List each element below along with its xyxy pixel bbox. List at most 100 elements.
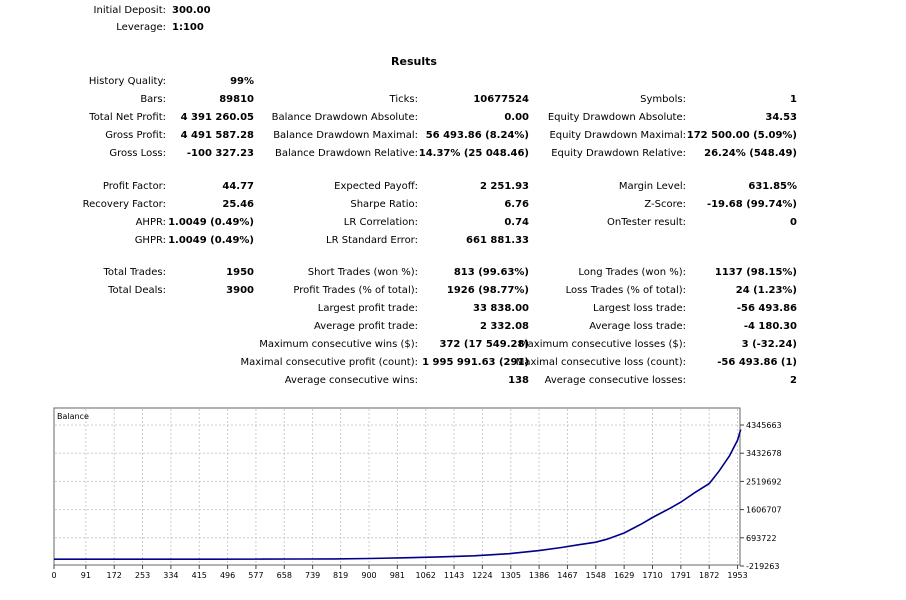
x-tick-label: 900	[361, 571, 376, 580]
x-tick-label: 253	[135, 571, 150, 580]
chart-grid	[55, 409, 739, 564]
stat-value: 1.0049 (0.49%)	[168, 235, 254, 246]
stat-value: 2 251.93	[479, 181, 529, 192]
stat-label: Gross Loss:	[109, 148, 166, 159]
x-tick-label: 658	[277, 571, 292, 580]
stat-label: Profit Factor:	[102, 181, 166, 192]
stat-value: -56 493.86	[736, 303, 797, 314]
y-axis-ticks: 4345663 3432678 2519692 1606707 693722 -21926…	[740, 421, 782, 571]
x-tick-label: 1143	[444, 571, 464, 580]
stat-value: 138	[508, 375, 529, 386]
stat-label: Long Trades (won %):	[578, 267, 686, 278]
x-tick-label: 1386	[529, 571, 549, 580]
x-tick-label: 0	[51, 571, 56, 580]
stat-label: Z-Score:	[644, 199, 686, 210]
x-tick-label: 1305	[501, 571, 521, 580]
stat-label: Equity Drawdown Absolute:	[547, 112, 686, 123]
stat-label: Short Trades (won %):	[307, 267, 418, 278]
stat-value: 26.24% (548.49)	[704, 148, 797, 159]
stat-label: Maximum consecutive losses ($):	[519, 339, 686, 350]
stat-label: AHPR:	[135, 217, 166, 228]
stat-label: Expected Payoff:	[334, 181, 418, 192]
stat-label: Balance Drawdown Absolute:	[271, 112, 418, 123]
stat-label: GHPR:	[134, 235, 166, 246]
stat-value: 1926 (98.77%)	[446, 285, 529, 296]
balance-series-line	[54, 429, 742, 561]
stat-value: 0.00	[504, 112, 529, 123]
stat-label: Balance Drawdown Relative:	[274, 148, 418, 159]
stat-label: Average consecutive losses:	[544, 375, 686, 386]
stat-value: 813 (99.63%)	[453, 267, 529, 278]
x-tick-label: 1710	[642, 571, 662, 580]
y-tick-label: 2519692	[746, 477, 782, 486]
stat-value: 631.85%	[748, 181, 797, 192]
chart-title: Balance	[57, 412, 89, 421]
x-axis-ticks: 0 91 172 253 334 415 496 577 658 739 819 900 981 1062…	[51, 565, 748, 580]
x-tick-label: 1629	[614, 571, 634, 580]
y-tick-label: 4345663	[746, 421, 782, 430]
x-tick-label: 1872	[699, 571, 719, 580]
stat-value: 34.53	[765, 112, 797, 123]
stat-value: 1950	[226, 267, 254, 278]
stat-value: 10677524	[473, 94, 529, 105]
stat-label: Profit Trades (% of total):	[293, 285, 418, 296]
x-tick-label: 819	[333, 571, 348, 580]
stat-label: OnTester result:	[606, 217, 686, 228]
stat-value: 3900	[226, 285, 254, 296]
stat-value: 56 493.86 (8.24%)	[425, 130, 529, 141]
x-tick-label: 334	[163, 571, 178, 580]
x-tick-label: 577	[248, 571, 263, 580]
stat-value: 2 332.08	[479, 321, 529, 332]
x-tick-label: 415	[192, 571, 207, 580]
x-tick-label: 1224	[472, 571, 492, 580]
y-tick-label: -219263	[746, 562, 779, 571]
stat-value: 44.77	[222, 181, 254, 192]
stat-label: Average consecutive wins:	[284, 375, 418, 386]
stat-label: Average profit trade:	[313, 321, 418, 332]
stat-value: 14.37% (25 048.46)	[418, 148, 529, 159]
stat-label: Equity Drawdown Relative:	[551, 148, 686, 159]
stat-value: 3 (-32.24)	[741, 339, 797, 350]
stat-label: History Quality:	[88, 76, 166, 87]
stat-label: Average loss trade:	[589, 321, 686, 332]
results-title: Results	[391, 55, 437, 68]
x-tick-label: 172	[107, 571, 122, 580]
leverage-label: Leverage:	[116, 22, 166, 33]
stat-value: 4 491 587.28	[180, 130, 254, 141]
stat-label: Symbols:	[640, 94, 686, 105]
stat-label: Bars:	[140, 94, 166, 105]
stat-value: 1.0049 (0.49%)	[168, 217, 254, 228]
x-tick-label: 1062	[416, 571, 436, 580]
stat-label: Ticks:	[389, 94, 418, 105]
stat-label: Gross Profit:	[105, 130, 166, 141]
leverage-value: 1:100	[172, 22, 204, 33]
stat-value: 2	[790, 375, 797, 386]
stat-value: 33 838.00	[473, 303, 529, 314]
initial-deposit-label: Initial Deposit:	[93, 5, 166, 16]
stat-label: Balance Drawdown Maximal:	[273, 130, 418, 141]
stat-label: Maximum consecutive wins ($):	[259, 339, 418, 350]
stat-value: -19.68 (99.74%)	[706, 199, 797, 210]
stat-label: Maximal consecutive loss (count):	[515, 357, 686, 368]
initial-deposit-value: 300.00	[172, 5, 211, 16]
stat-value: 1137 (98.15%)	[714, 267, 797, 278]
y-tick-label: 693722	[746, 534, 777, 543]
x-tick-label: 496	[220, 571, 235, 580]
stat-label: LR Standard Error:	[326, 235, 418, 246]
stat-value: 0	[790, 217, 797, 228]
stat-label: Sharpe Ratio:	[350, 199, 418, 210]
stat-value: 1	[790, 94, 797, 105]
stat-label: Largest profit trade:	[317, 303, 418, 314]
stat-value: 372 (17 549.28)	[439, 339, 529, 350]
x-tick-label: 1467	[557, 571, 577, 580]
y-tick-label: 1606707	[746, 506, 782, 515]
stat-value: -56 493.86 (1)	[717, 357, 797, 368]
x-tick-label: 1548	[586, 571, 606, 580]
stat-label: Maximal consecutive profit (count):	[240, 357, 418, 368]
x-tick-label: 1791	[671, 571, 691, 580]
x-tick-label: 739	[305, 571, 320, 580]
x-tick-label: 981	[390, 571, 405, 580]
stat-value: 1 995 991.63 (291)	[422, 357, 529, 368]
stat-value: 25.46	[222, 199, 254, 210]
